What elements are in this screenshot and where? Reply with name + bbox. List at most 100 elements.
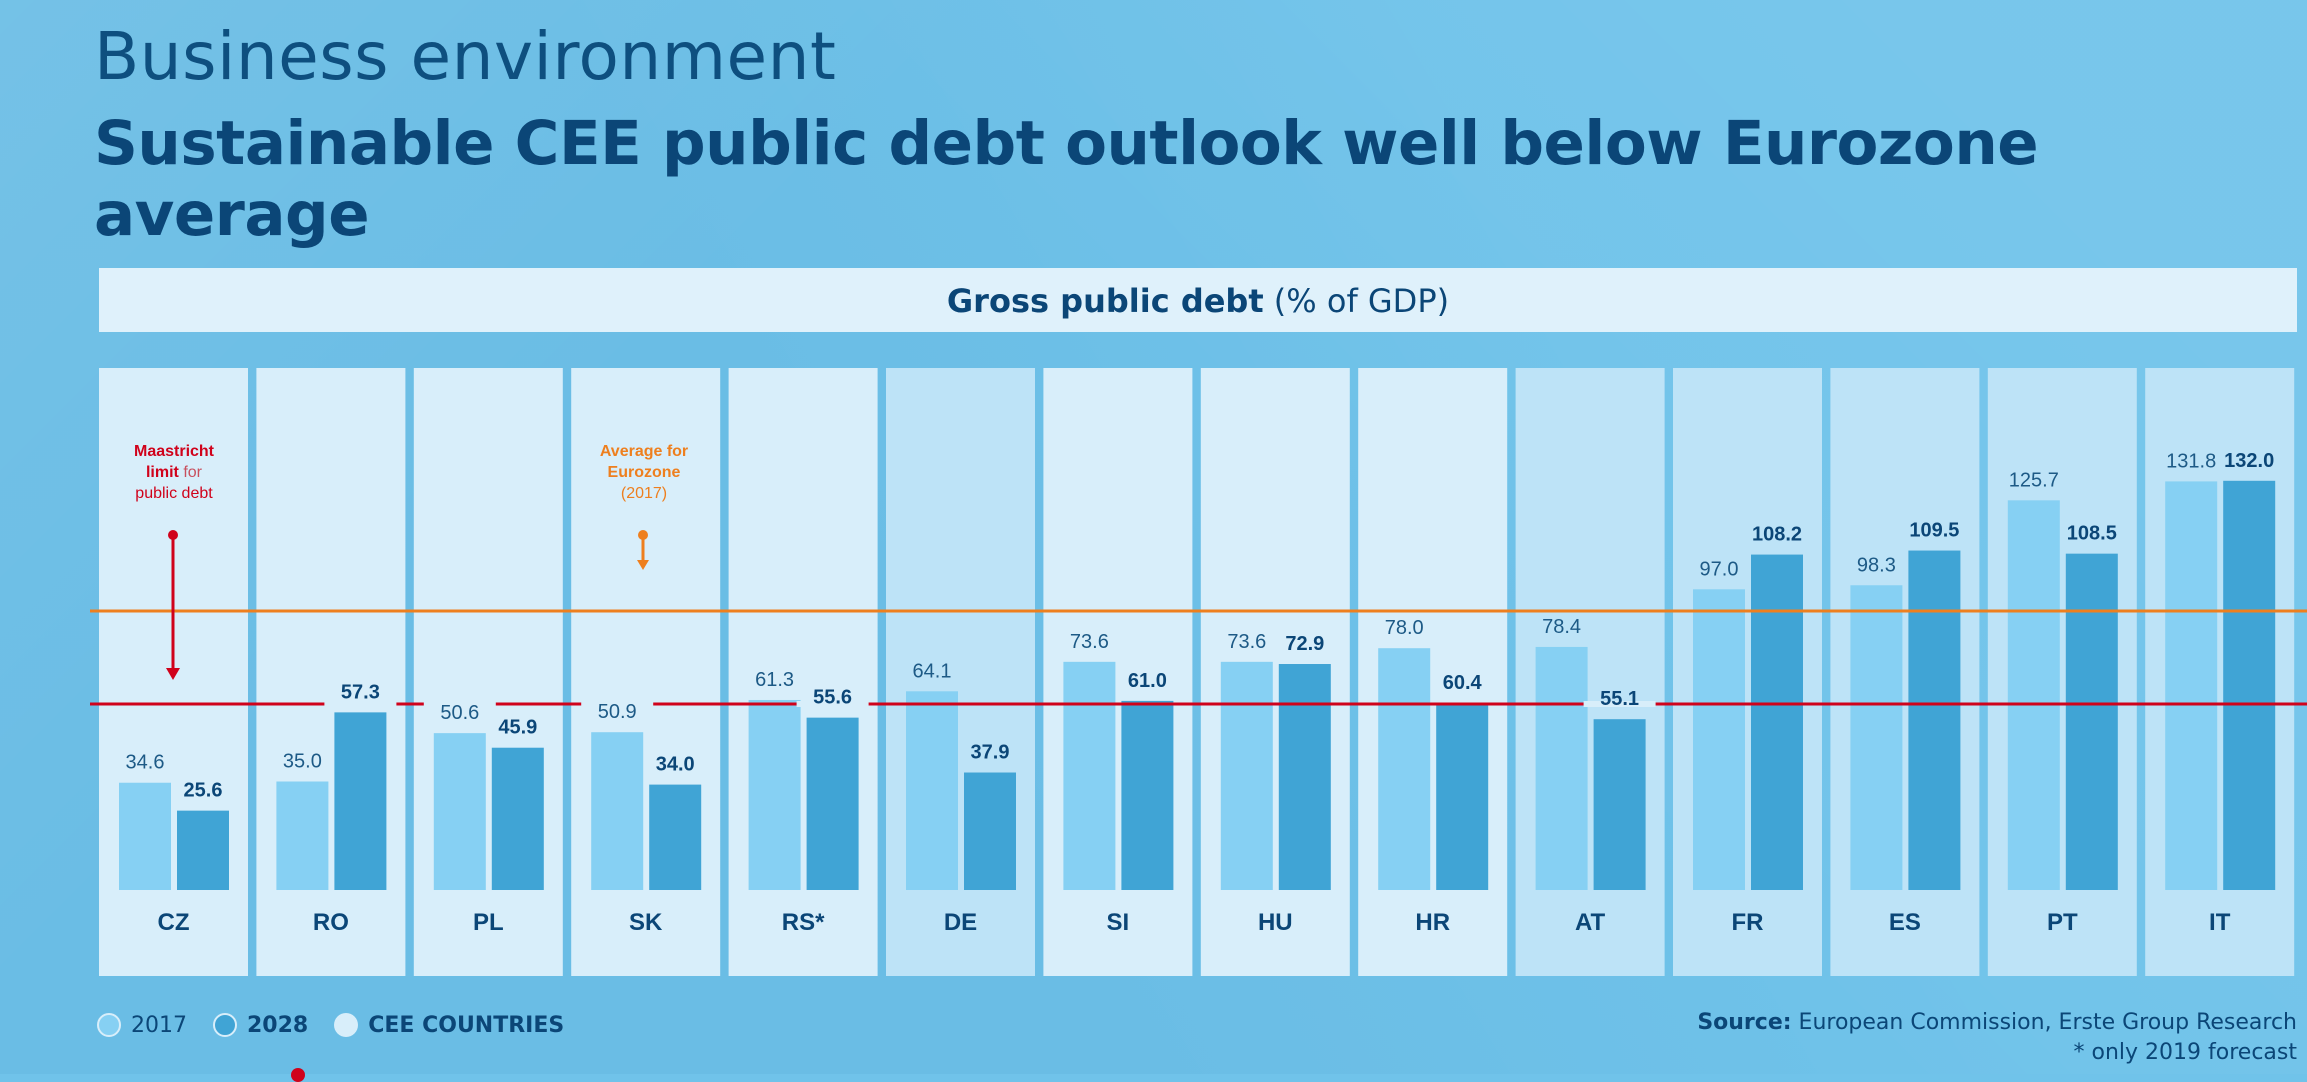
category-label-pl: PL: [473, 909, 504, 936]
chart-legend: 2017 2028 CEE COUNTRIES: [97, 1010, 590, 1040]
bar-2017-at: [1535, 646, 1588, 890]
value-label-2017-rs: 61.3: [755, 669, 794, 691]
line-gap: [796, 701, 869, 707]
maastricht-label-line3: public debt: [135, 485, 213, 502]
bar-2028-cz: [177, 810, 229, 890]
value-label-2028-ro: 57.3: [341, 681, 380, 703]
legend-2028-swatch: [213, 1013, 237, 1037]
maastricht-label-line1: Maastricht: [134, 443, 215, 460]
bar-2017-cz: [119, 782, 171, 890]
eurozone-label-line3: (2017): [621, 485, 667, 502]
chart-title: Gross public debt (% of GDP): [99, 282, 2297, 320]
value-label-2028-es: 109.5: [1909, 520, 1959, 542]
value-label-2017-ro: 35.0: [283, 751, 322, 773]
value-label-2028-si: 61.0: [1128, 670, 1167, 692]
bar-2017-fr: [1693, 589, 1745, 890]
category-label-sk: SK: [629, 909, 663, 936]
legend-2017-label: 2017: [131, 1012, 187, 1038]
value-label-2028-hr: 60.4: [1443, 672, 1483, 694]
section-title: Business environment: [94, 18, 837, 95]
value-label-2017-cz: 34.6: [126, 752, 165, 774]
value-label-2028-pl: 45.9: [498, 717, 537, 739]
legend-2028-label: 2028: [247, 1012, 309, 1038]
category-label-fr: FR: [1732, 909, 1764, 936]
legend-2017-swatch: [97, 1013, 121, 1037]
value-label-2017-de: 64.1: [913, 660, 952, 682]
bar-2017-hu: [1220, 661, 1273, 890]
category-label-cz: CZ: [158, 909, 190, 936]
eurozone-label-line2: Eurozone: [608, 464, 681, 481]
bar-2028-rs: [806, 717, 859, 890]
value-label-2017-si: 73.6: [1070, 631, 1109, 653]
chart-title-band: Gross public debt (% of GDP): [99, 268, 2297, 332]
category-label-pt: PT: [2047, 909, 2078, 936]
value-label-2028-cz: 25.6: [184, 780, 223, 802]
line-gap: [581, 701, 654, 707]
bar-2017-si: [1063, 661, 1116, 890]
category-label-at: AT: [1575, 909, 1606, 936]
eurozone-label-line1: Average for: [600, 443, 688, 460]
line-gap: [324, 701, 397, 707]
value-label-2017-sk: 50.9: [598, 701, 637, 723]
line-gap: [423, 701, 496, 707]
value-label-2028-at: 55.1: [1600, 688, 1639, 710]
value-label-2017-hr: 78.0: [1385, 617, 1424, 639]
bar-2017-es: [1850, 585, 1903, 890]
value-label-2028-it: 132.0: [2224, 450, 2274, 472]
bar-2017-de: [906, 691, 958, 890]
bar-2028-fr: [1751, 554, 1803, 890]
category-label-it: IT: [2209, 909, 2231, 936]
value-label-2028-de: 37.9: [971, 742, 1010, 764]
page-headline: Sustainable CEE public debt outlook well…: [94, 108, 2039, 250]
bar-2028-at: [1593, 719, 1646, 890]
value-label-2017-at: 78.4: [1542, 616, 1581, 638]
bar-2017-sk: [591, 732, 644, 890]
eurozone-arrow-head: [637, 560, 649, 570]
maastricht-label-line2: limit for: [146, 464, 203, 481]
bar-2017-ro: [276, 781, 329, 890]
bar-2028-sk: [649, 784, 702, 890]
forecast-footnote: * only 2019 forecast: [2073, 1040, 2297, 1065]
category-label-rs: RS*: [782, 909, 825, 936]
chart-title-unit: (% of GDP): [1273, 282, 1450, 320]
source-note: Source: European Commission, Erste Group…: [1697, 1008, 2297, 1068]
line-gap: [1583, 701, 1656, 707]
value-label-2028-hu: 72.9: [1285, 633, 1324, 655]
value-label-2017-pt: 125.7: [2009, 469, 2059, 491]
bar-2028-hu: [1278, 664, 1331, 890]
category-label-de: DE: [944, 909, 977, 936]
maastricht-arrow-head: [166, 668, 180, 680]
value-label-2017-hu: 73.6: [1227, 631, 1266, 653]
source-text: European Commission, Erste Group Researc…: [1798, 1010, 2297, 1035]
bar-2028-pt: [2065, 553, 2118, 890]
bar-2028-pl: [491, 747, 544, 890]
bar-2028-it: [2223, 480, 2276, 890]
bar-chart: 34.6 25.6 CZ 35.0 57.3 RO 50.6 45.9 PL 50.9 34.0 SK…: [90, 368, 2307, 976]
bar-2028-ro: [334, 712, 387, 890]
value-label-2017-fr: 97.0: [1700, 558, 1739, 580]
category-label-si: SI: [1107, 909, 1130, 936]
category-label-ro: RO: [313, 909, 349, 936]
legend-cee-swatch: [334, 1013, 359, 1037]
value-label-2017-it: 131.8: [2166, 450, 2216, 472]
source-label: Source:: [1697, 1010, 1792, 1035]
bar-2017-rs: [748, 699, 801, 890]
value-label-2028-rs: 55.6: [813, 687, 852, 709]
bar-2028-de: [964, 772, 1016, 890]
bar-2017-pt: [2007, 500, 2060, 890]
bar-2017-pl: [433, 733, 486, 890]
bar-2028-si: [1121, 700, 1174, 890]
bar-2028-hr: [1436, 702, 1489, 890]
category-label-hr: HR: [1415, 909, 1450, 936]
category-label-hu: HU: [1258, 909, 1293, 936]
value-label-2028-pt: 108.5: [2067, 523, 2117, 545]
bar-2017-it: [2165, 481, 2218, 890]
value-label-2028-fr: 108.2: [1752, 524, 1802, 546]
value-label-2028-sk: 34.0: [656, 754, 695, 776]
bar-2017-hr: [1378, 648, 1431, 890]
value-label-2017-pl: 50.6: [440, 702, 479, 724]
legend-cee-label: CEE COUNTRIES: [368, 1012, 565, 1038]
category-label-es: ES: [1889, 909, 1921, 936]
value-label-2017-es: 98.3: [1857, 554, 1896, 576]
red-dot-marker: [291, 1068, 305, 1082]
